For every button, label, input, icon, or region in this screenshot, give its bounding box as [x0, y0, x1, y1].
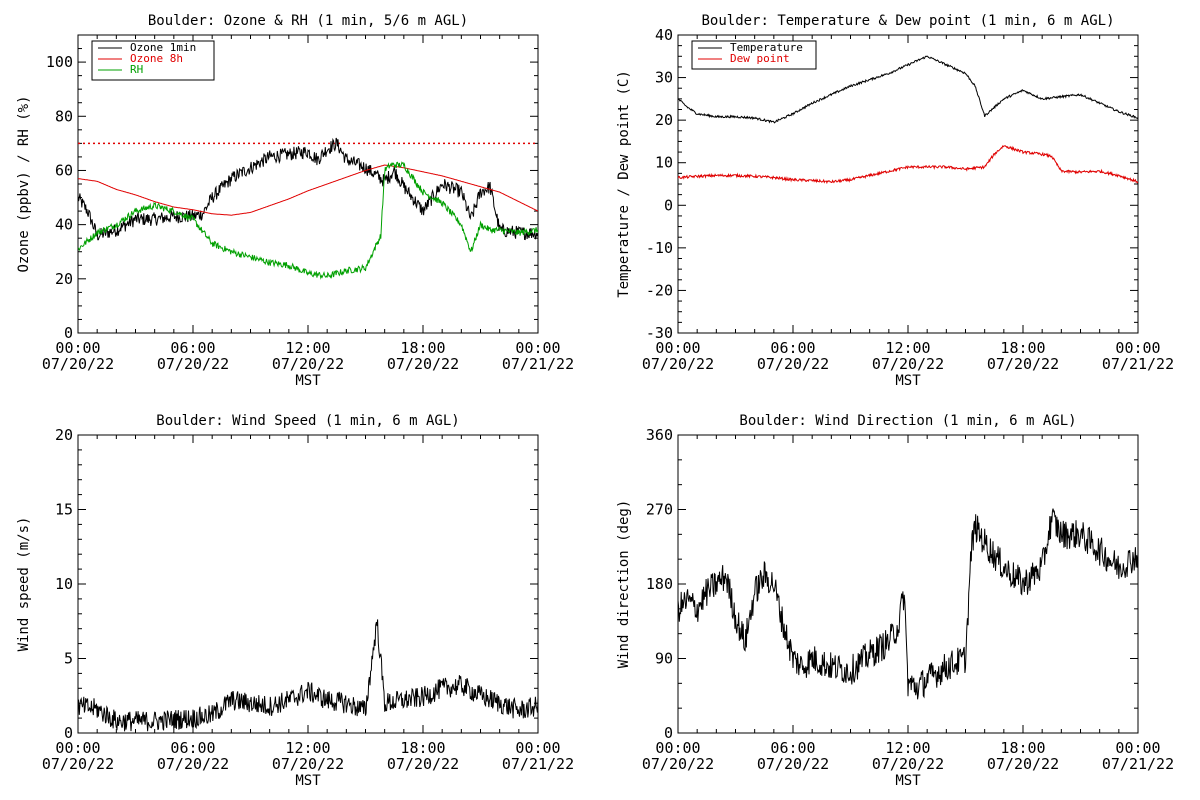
y-tick-label: 0 [64, 724, 73, 742]
x-axis-label: MST [895, 373, 921, 389]
y-tick-label: -30 [646, 324, 673, 342]
y-tick-label: 0 [64, 324, 73, 342]
x-tick-label: 00:00 07/20/22 [642, 339, 714, 373]
chart-panel-2: Boulder: Temperature & Dew point (1 min,… [616, 13, 1174, 389]
y-tick-label: 20 [55, 270, 73, 288]
x-tick-label: 06:00 07/20/22 [157, 339, 229, 373]
y-tick-label: 80 [55, 107, 73, 125]
plot-frame [677, 34, 1139, 334]
chart-panel-4: Boulder: Wind Direction (1 min, 6 m AGL)… [616, 413, 1174, 789]
x-tick-label: 12:00 07/20/22 [872, 339, 944, 373]
series-line-dew-point [678, 144, 1138, 185]
chart-title: Boulder: Temperature & Dew point (1 min,… [701, 13, 1114, 29]
y-tick-label: 90 [655, 650, 673, 668]
x-tick-label: 06:00 07/20/22 [157, 739, 229, 773]
series-line-ozone-8h [78, 164, 538, 216]
y-tick-label: 270 [646, 501, 673, 519]
x-tick-label: 18:00 07/20/22 [387, 739, 459, 773]
x-axis-label: MST [295, 373, 321, 389]
chart-panel-1: Boulder: Ozone & RH (1 min, 5/6 m AGL) 0 2… [16, 13, 574, 389]
chart-title: Boulder: Ozone & RH (1 min, 5/6 m AGL) [148, 13, 468, 29]
series-line-temperature [678, 55, 1138, 124]
x-tick-label: 00:00 07/21/22 [502, 339, 574, 373]
legend-label: Ozone 1min [130, 41, 196, 54]
y-tick-label: 180 [646, 575, 673, 593]
x-axis-label: MST [895, 773, 921, 789]
x-tick-label: 18:00 07/20/22 [987, 739, 1059, 773]
y-axis-label: Wind speed (m/s) [16, 517, 32, 652]
y-tick-label: 40 [55, 216, 73, 234]
y-tick-label: 20 [55, 426, 73, 444]
legend-label: Temperature [730, 41, 803, 54]
y-tick-label: 20 [655, 111, 673, 129]
legend-label: Ozone 8h [130, 52, 183, 65]
y-tick-label: 15 [55, 501, 73, 519]
y-tick-label: 5 [64, 650, 73, 668]
y-axis-label: Ozone (ppbv) / RH (%) [16, 95, 32, 272]
chart-title: Boulder: Wind Speed (1 min, 6 m AGL) [156, 413, 459, 429]
y-tick-label: 60 [55, 161, 73, 179]
x-tick-label: 06:00 07/20/22 [757, 739, 829, 773]
chart-panel-3: Boulder: Wind Speed (1 min, 6 m AGL) 0 5 10… [16, 413, 574, 789]
y-tick-label: 40 [655, 26, 673, 44]
series-line-data [678, 508, 1138, 700]
x-tick-label: 00:00 07/20/22 [42, 339, 114, 373]
y-tick-label: 10 [655, 154, 673, 172]
y-tick-label: 100 [46, 53, 73, 71]
x-tick-label: 18:00 07/20/22 [987, 339, 1059, 373]
x-tick-label: 00:00 07/21/22 [1102, 339, 1174, 373]
legend-label: RH [130, 63, 143, 76]
y-axis-label: Wind direction (deg) [616, 500, 632, 669]
series-line-ozone-1min [78, 137, 538, 241]
x-tick-label: 00:00 07/20/22 [642, 739, 714, 773]
series-line-data [78, 619, 538, 732]
x-tick-label: 06:00 07/20/22 [757, 339, 829, 373]
x-tick-label: 00:00 07/21/22 [502, 739, 574, 773]
y-tick-label: 360 [646, 426, 673, 444]
y-axis-label: Temperature / Dew point (C) [616, 70, 632, 298]
chart-title: Boulder: Wind Direction (1 min, 6 m AGL) [739, 413, 1076, 429]
x-tick-label: 12:00 07/20/22 [272, 339, 344, 373]
x-tick-label: 12:00 07/20/22 [872, 739, 944, 773]
x-tick-label: 12:00 07/20/22 [272, 739, 344, 773]
x-tick-label: 00:00 07/20/22 [42, 739, 114, 773]
y-tick-label: 30 [655, 69, 673, 87]
x-axis-label: MST [295, 773, 321, 789]
x-tick-label: 00:00 07/21/22 [1102, 739, 1174, 773]
series-line-rh [78, 161, 538, 280]
legend-label: Dew point [730, 52, 790, 65]
x-tick-label: 18:00 07/20/22 [387, 339, 459, 373]
y-tick-label: 10 [55, 575, 73, 593]
y-tick-label: -10 [646, 239, 673, 257]
y-tick-label: -20 [646, 281, 673, 299]
y-tick-label: 0 [664, 724, 673, 742]
legend-box [691, 40, 817, 70]
y-tick-label: 0 [664, 196, 673, 214]
